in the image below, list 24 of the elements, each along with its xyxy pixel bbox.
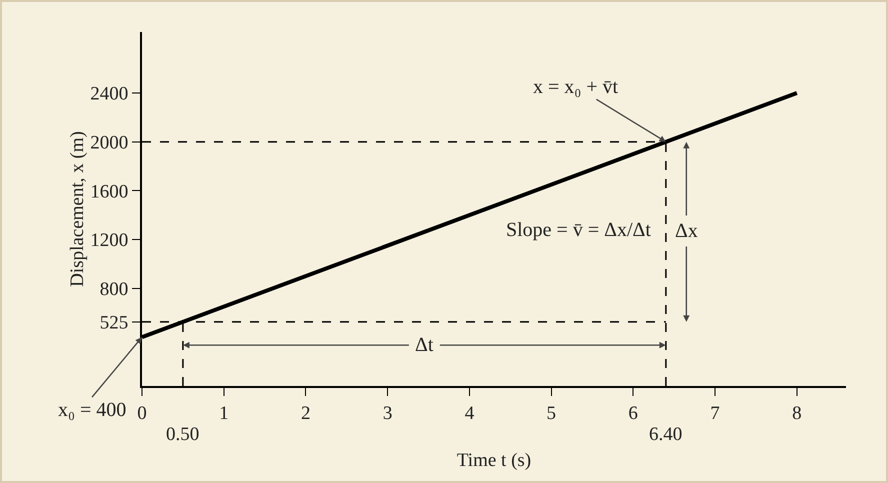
x-axis-title: Time t (s) xyxy=(456,450,532,472)
x-tick-label: 1 xyxy=(219,402,229,424)
x-tick-label: 0 xyxy=(137,402,147,424)
y-tick-label: 2400 xyxy=(90,84,128,105)
x-tick-label: 8 xyxy=(792,402,802,424)
ref-line-label: 6.40 xyxy=(649,424,682,445)
x-tick-label: 6 xyxy=(628,402,638,424)
x-tick-label: 2 xyxy=(300,402,310,424)
ref-line-label: 0.50 xyxy=(166,424,200,445)
y-tick-label: 2000 xyxy=(90,132,128,154)
y-tick-label: 1200 xyxy=(90,230,128,252)
annotation: Slope = v̄ = Δx/Δt xyxy=(506,219,652,241)
y-tick-label: 800 xyxy=(100,278,128,300)
x-tick-label: 5 xyxy=(546,402,556,424)
y-axis-title: Displacement, x (m) xyxy=(67,131,88,287)
x-tick-label: 4 xyxy=(464,402,475,424)
x-tick-label: 7 xyxy=(710,402,720,424)
y-tick-label: 1600 xyxy=(90,181,128,202)
x-tick-label: 3 xyxy=(382,402,392,424)
annotation: x = x₀ + v̄t xyxy=(533,76,619,98)
annotation: x₀ = 400 xyxy=(58,399,126,421)
y-tick-label: 525 xyxy=(100,312,128,334)
annotation: Δt xyxy=(415,334,434,356)
annotation: Δx xyxy=(675,220,698,242)
